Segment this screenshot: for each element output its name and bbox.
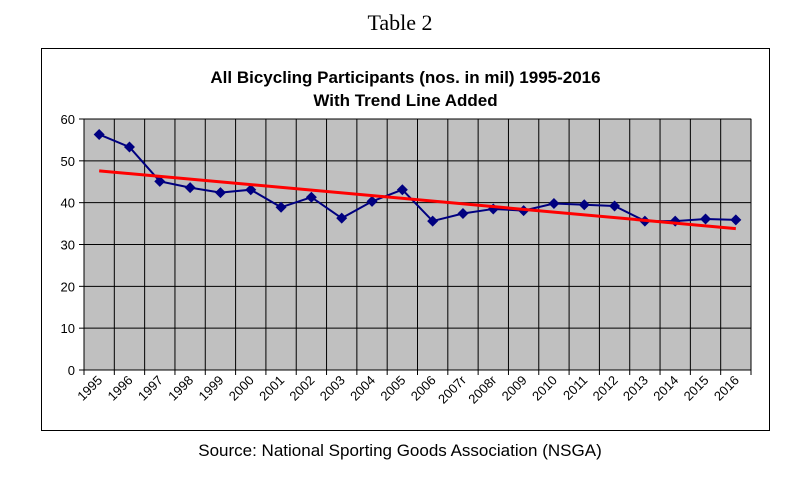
chart-subtitle-line: With Trend Line Added xyxy=(313,91,498,110)
x-tick-label: 1998 xyxy=(165,373,196,404)
x-tick-label: 2016 xyxy=(711,373,742,404)
chart-title-line: All Bicycling Participants (nos. in mil)… xyxy=(210,68,601,87)
x-tick-label: 2015 xyxy=(681,373,712,404)
data-point xyxy=(578,199,590,211)
data-point xyxy=(730,214,742,226)
x-tick-label: 2006 xyxy=(408,373,439,404)
data-point xyxy=(245,184,257,196)
data-point xyxy=(366,195,378,207)
chart-title: All Bicycling Participants (nos. in mil)… xyxy=(41,66,770,112)
data-point xyxy=(305,191,317,203)
data-point xyxy=(336,212,348,224)
x-tick-label: 2010 xyxy=(529,373,560,404)
x-tick-label: 2000 xyxy=(226,373,257,404)
data-point xyxy=(93,128,105,140)
x-tick-label: 2011 xyxy=(560,373,590,403)
x-tick-label: 1999 xyxy=(195,373,226,404)
y-tick-label: 50 xyxy=(61,154,75,169)
y-tick-label: 0 xyxy=(68,363,75,378)
y-tick-label: 40 xyxy=(61,196,75,211)
table-caption: Table 2 xyxy=(367,10,433,35)
x-tick-label: 2002 xyxy=(286,373,317,404)
x-tick-label: 2005 xyxy=(377,373,408,404)
x-tick-label: 2001 xyxy=(256,373,287,404)
y-tick-label: 10 xyxy=(61,321,75,336)
x-tick-label: 2008r xyxy=(465,372,500,407)
x-tick-label: 2013 xyxy=(620,373,651,404)
data-point xyxy=(548,198,560,210)
data-point xyxy=(123,141,135,153)
x-tick-label: 2009 xyxy=(499,373,530,404)
y-tick-label: 20 xyxy=(61,279,75,294)
data-point xyxy=(700,213,712,225)
data-point xyxy=(457,208,469,220)
data-point xyxy=(609,200,621,212)
data-point xyxy=(154,175,166,187)
data-point xyxy=(275,201,287,213)
source-note: Source: National Sporting Goods Associat… xyxy=(198,441,602,460)
data-point xyxy=(214,187,226,199)
series-line xyxy=(98,133,736,223)
x-tick-label: 1997 xyxy=(135,373,166,404)
x-tick-label: 1995 xyxy=(74,373,105,404)
x-tick-label: 2012 xyxy=(590,373,621,404)
x-tick-label: 2004 xyxy=(347,373,378,404)
trend-line xyxy=(99,169,736,231)
x-tick-label: 2007r xyxy=(435,372,470,407)
x-tick-label: 1996 xyxy=(105,373,136,404)
y-tick-label: 60 xyxy=(61,112,75,127)
data-point xyxy=(396,184,408,196)
y-tick-label: 30 xyxy=(61,238,75,253)
x-tick-label: 2003 xyxy=(317,373,348,404)
x-tick-label: 2014 xyxy=(650,373,681,404)
data-point xyxy=(427,215,439,227)
data-point xyxy=(184,182,196,194)
